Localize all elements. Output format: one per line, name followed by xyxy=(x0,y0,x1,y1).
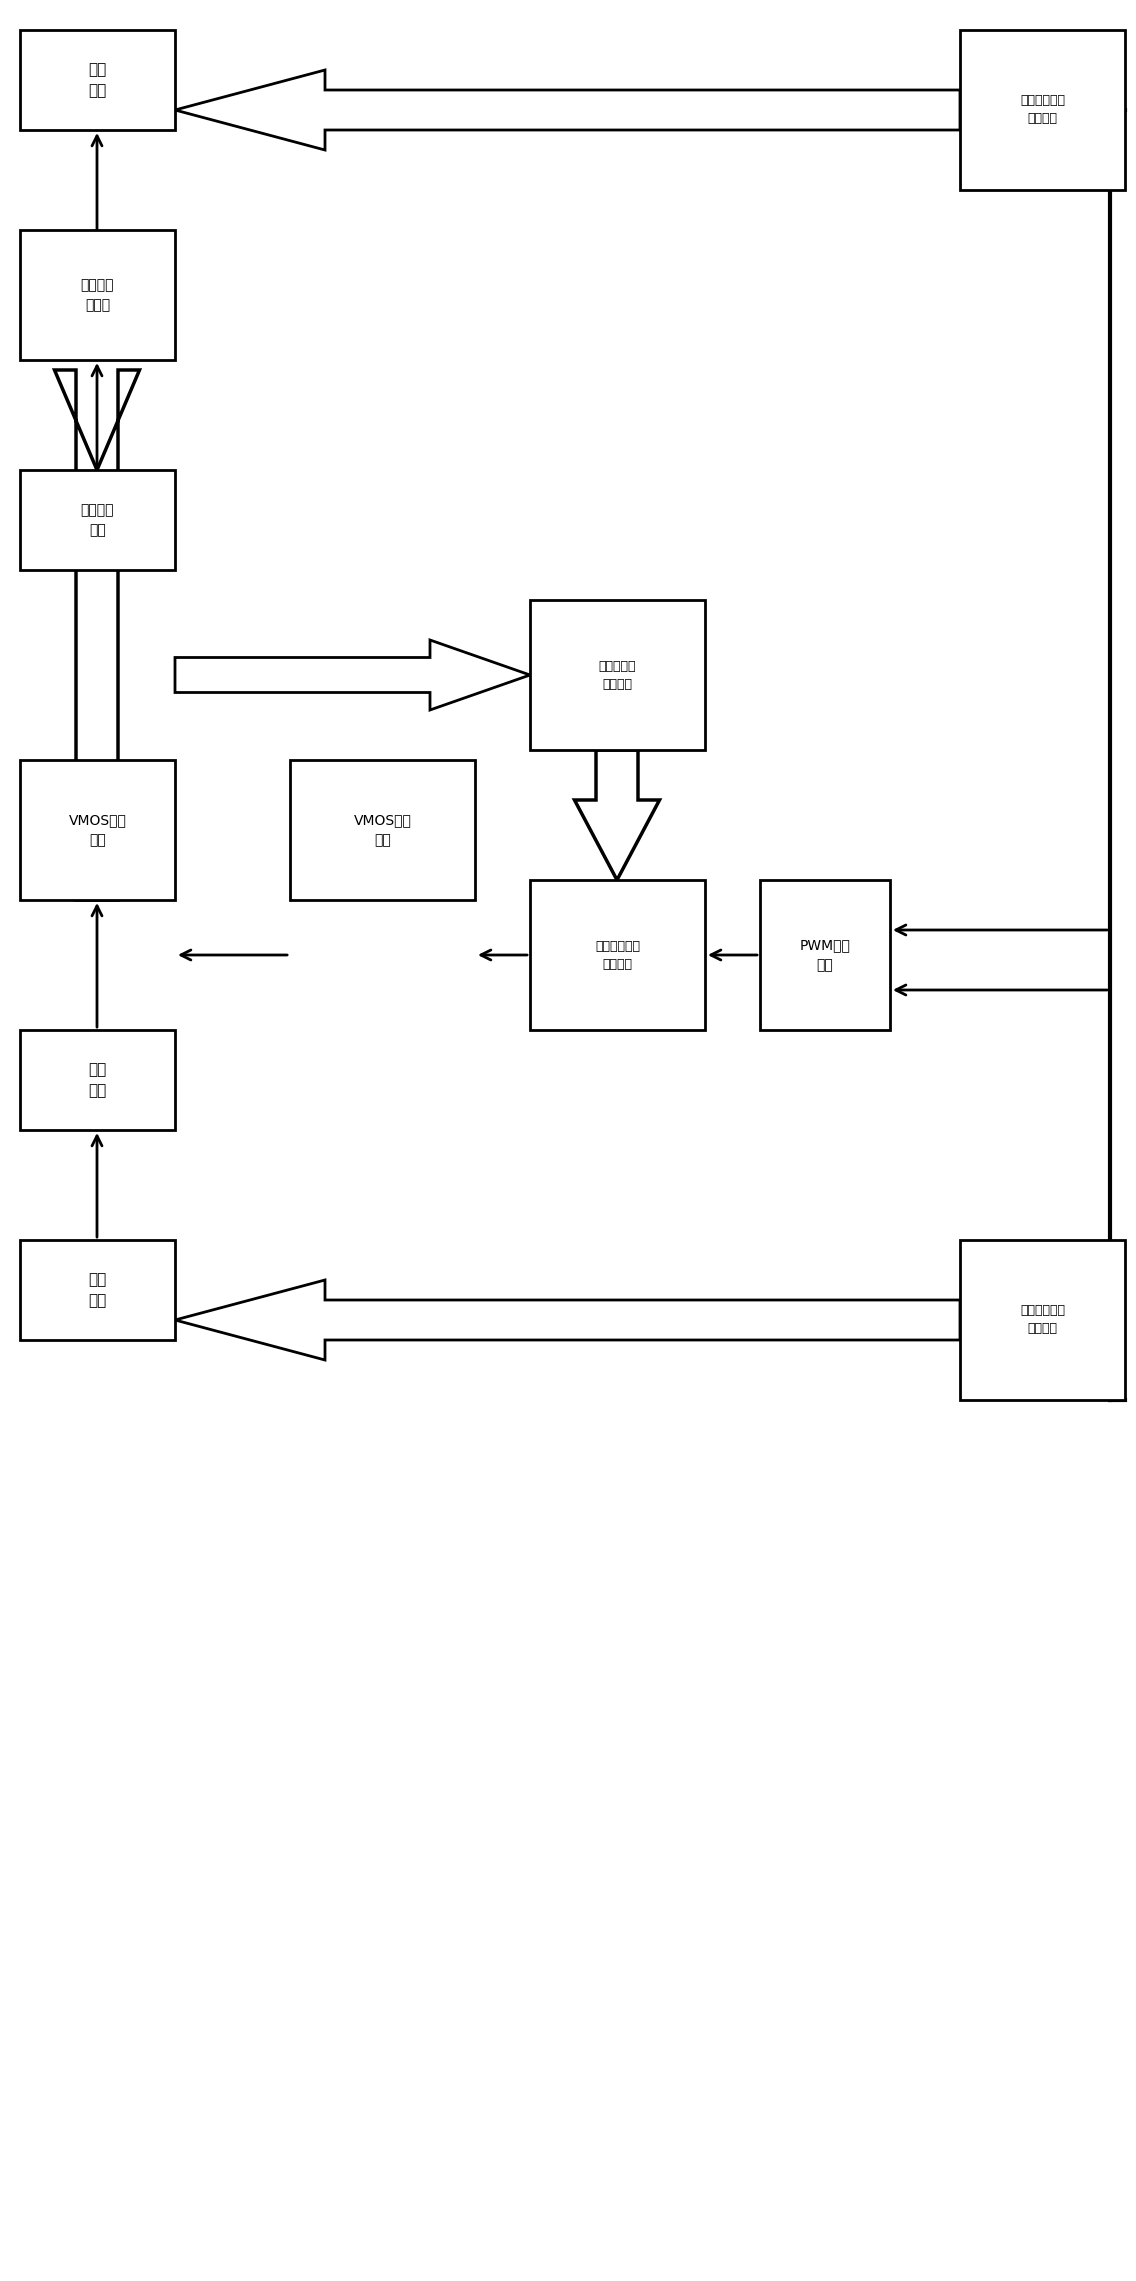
Polygon shape xyxy=(175,1280,960,1359)
Text: 滤波中滤
波电路: 滤波中滤 波电路 xyxy=(81,278,115,312)
Text: 输出
电路: 输出 电路 xyxy=(89,62,107,98)
Bar xyxy=(20,760,175,901)
Text: 输入
电路: 输入 电路 xyxy=(89,1273,107,1307)
Polygon shape xyxy=(175,641,531,709)
Bar xyxy=(20,30,175,130)
Polygon shape xyxy=(175,71,960,151)
Bar xyxy=(20,470,175,570)
Text: 输入电流电压
检测电路: 输入电流电压 检测电路 xyxy=(1020,1305,1066,1334)
Bar xyxy=(531,880,705,1031)
Bar xyxy=(20,1241,175,1339)
Text: VMOS开关
电路: VMOS开关 电路 xyxy=(68,814,126,846)
Text: 输出电流电压
检测电路: 输出电流电压 检测电路 xyxy=(1020,94,1066,125)
Polygon shape xyxy=(575,750,660,880)
Bar xyxy=(20,230,175,360)
Bar xyxy=(290,760,475,901)
Text: PWM控制
电路: PWM控制 电路 xyxy=(800,937,851,972)
Text: 反馈整流
电路: 反馈整流 电路 xyxy=(81,504,115,536)
Polygon shape xyxy=(55,370,140,901)
Bar xyxy=(531,600,705,750)
Bar xyxy=(760,880,889,1031)
Text: VMOS开关
电路: VMOS开关 电路 xyxy=(353,814,411,846)
Bar xyxy=(960,1241,1125,1401)
Bar xyxy=(20,1031,175,1129)
Bar xyxy=(960,30,1125,189)
Text: 驱动耦合分配
控制电路: 驱动耦合分配 控制电路 xyxy=(595,940,640,969)
Text: 继电器隙离
控制电路: 继电器隙离 控制电路 xyxy=(599,659,636,691)
Text: 驱动
电路: 驱动 电路 xyxy=(89,1063,107,1097)
